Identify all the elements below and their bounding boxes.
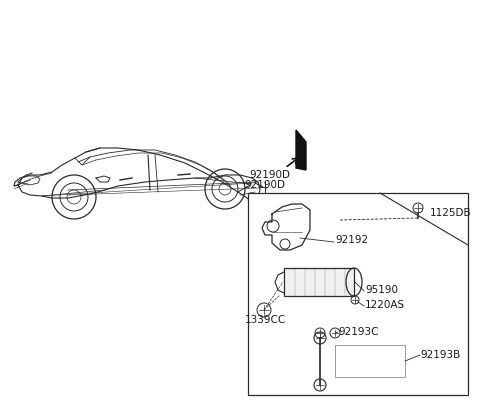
Bar — [284, 268, 354, 296]
Text: 1220AS: 1220AS — [365, 300, 405, 310]
Text: 92190D: 92190D — [250, 170, 290, 180]
Text: 1339CC: 1339CC — [245, 315, 286, 325]
Text: 95190: 95190 — [365, 285, 398, 295]
Text: 92193C: 92193C — [338, 327, 379, 337]
Bar — [335, 345, 405, 377]
Text: 92193B: 92193B — [420, 350, 460, 360]
Text: 92192: 92192 — [335, 235, 368, 245]
Text: 92190D: 92190D — [244, 180, 286, 190]
Polygon shape — [296, 130, 306, 170]
Bar — [248, 193, 468, 395]
Text: 1125DB: 1125DB — [430, 208, 472, 218]
